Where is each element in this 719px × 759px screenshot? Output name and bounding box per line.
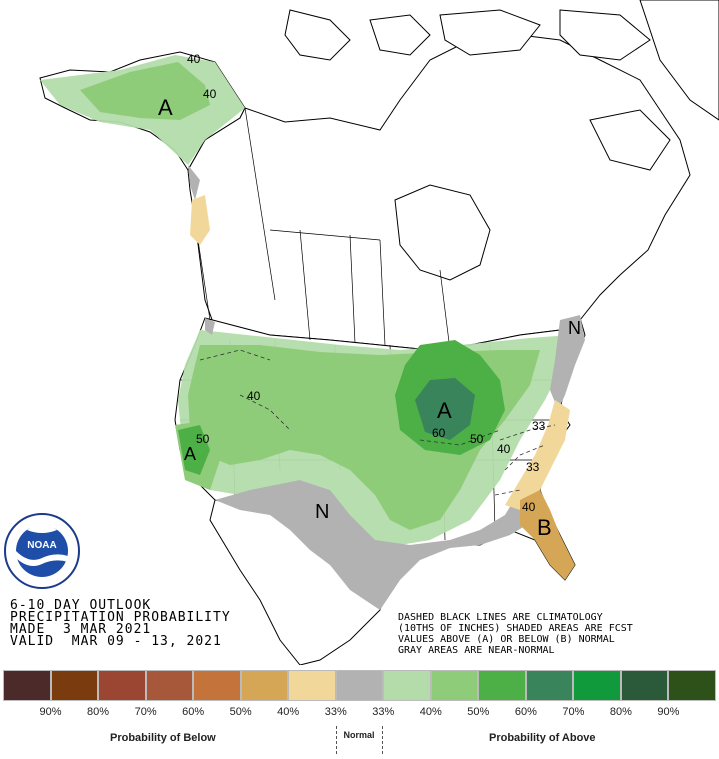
- map-label-ne-n: N: [568, 318, 581, 338]
- map-label-alaska-40a: 40: [187, 52, 201, 66]
- legend-swatch: [620, 670, 669, 701]
- below-33-shading: [190, 195, 570, 510]
- outlook-valid-dates: VALID MAR 09 - 13, 2021: [10, 634, 222, 649]
- map-notes: DASHED BLACK LINES ARE CLIMATOLOGY (10TH…: [398, 612, 633, 656]
- map-label-se-b: B: [537, 515, 552, 540]
- legend-swatch: [288, 670, 336, 701]
- legend-percent-label: 80%: [609, 706, 632, 718]
- map-label-se-40: 40: [522, 500, 536, 514]
- map-label-alaska-a: A: [158, 95, 173, 120]
- noaa-logo-icon: NOAA: [3, 512, 81, 590]
- map-label-west-40: 40: [247, 389, 261, 403]
- legend-above-caption: Probability of Above: [489, 732, 596, 744]
- map-label-ov-40: 40: [497, 442, 511, 456]
- above-60-shading: [415, 378, 475, 440]
- map-label-mw-60: 60: [432, 426, 446, 440]
- legend-percent-label: 70%: [134, 706, 157, 718]
- legend-percent-label: 50%: [467, 706, 490, 718]
- legend-swatch: [430, 670, 479, 701]
- map-label-ec-33a: 33: [532, 419, 546, 433]
- notes-line-2: (10THS OF INCHES) SHADED AREAS ARE FCST: [398, 623, 633, 634]
- legend-swatch: [383, 670, 431, 701]
- notes-line-4: GRAY AREAS ARE NEAR-NORMAL: [398, 645, 555, 656]
- precipitation-outlook-map: A 40 40 50 A 40 N A 60 50 40 33 33 40 B …: [39, 0, 719, 665]
- legend-percent-label: 80%: [87, 706, 110, 718]
- legend-below-caption: Probability of Below: [110, 732, 216, 744]
- map-label-alaska-40b: 40: [203, 87, 217, 101]
- legend-swatch: [335, 670, 384, 701]
- noaa-logo-text: NOAA: [27, 540, 56, 551]
- legend-percent-label: 90%: [39, 706, 62, 718]
- map-label-ca-a: A: [184, 444, 196, 464]
- legend-percent-label: 33%: [324, 706, 347, 718]
- legend-normal-divider-left: [336, 726, 337, 754]
- legend-swatch: [50, 670, 99, 701]
- outlook-made-date: MADE 3 MAR 2021: [10, 622, 152, 637]
- notes-line-3: VALUES ABOVE (A) OR BELOW (B) NORMAL: [398, 634, 615, 645]
- probability-legend: 90% 80% 70% 60% 50% 40% 33% 33% 40% 50% 60% 70% 80% 9…: [0, 670, 719, 759]
- notes-line-1: DASHED BLACK LINES ARE CLIMATOLOGY: [398, 612, 603, 623]
- legend-swatch: [478, 670, 526, 701]
- outlook-header: 6-10 DAY OUTLOOK PRECIPITATION PROBABILI…: [10, 598, 231, 649]
- legend-swatch: [573, 670, 621, 701]
- legend-swatch: [145, 670, 194, 701]
- legend-swatch: [98, 670, 146, 701]
- legend-percent-label: 40%: [419, 706, 442, 718]
- near-normal-shading: [188, 165, 585, 610]
- legend-percent-label: 40%: [277, 706, 300, 718]
- map-label-mw-50: 50: [470, 432, 484, 446]
- climatology-contours: [199, 349, 556, 496]
- outlook-period: 6-10 DAY OUTLOOK: [10, 598, 152, 613]
- legend-swatch: [193, 670, 241, 701]
- legend-percent-label: 60%: [182, 706, 205, 718]
- legend-percent-label: 33%: [372, 706, 395, 718]
- legend-swatch: [668, 670, 716, 701]
- legend-swatch: [3, 670, 51, 701]
- legend-percent-label: 70%: [562, 706, 585, 718]
- map-label-ca-50: 50: [196, 432, 210, 446]
- legend-swatch: [525, 670, 574, 701]
- legend-swatch: [240, 670, 289, 701]
- map-label-sw-n: N: [315, 501, 329, 523]
- below-40-shading: [520, 490, 575, 580]
- legend-normal-divider-right: [382, 726, 383, 754]
- map-label-ec-33b: 33: [526, 460, 540, 474]
- legend-swatches: [3, 670, 716, 701]
- legend-percent-label: 90%: [657, 706, 680, 718]
- legend-percent-labels: 90% 80% 70% 60% 50% 40% 33% 33% 40% 50% 60% 70% 80% 9…: [3, 706, 716, 718]
- legend-percent-label: 50%: [229, 706, 252, 718]
- legend-normal-caption: Normal: [343, 730, 375, 740]
- map-label-mw-a: A: [437, 398, 452, 423]
- legend-percent-label: 60%: [514, 706, 537, 718]
- outlook-type: PRECIPITATION PROBABILITY: [10, 610, 231, 625]
